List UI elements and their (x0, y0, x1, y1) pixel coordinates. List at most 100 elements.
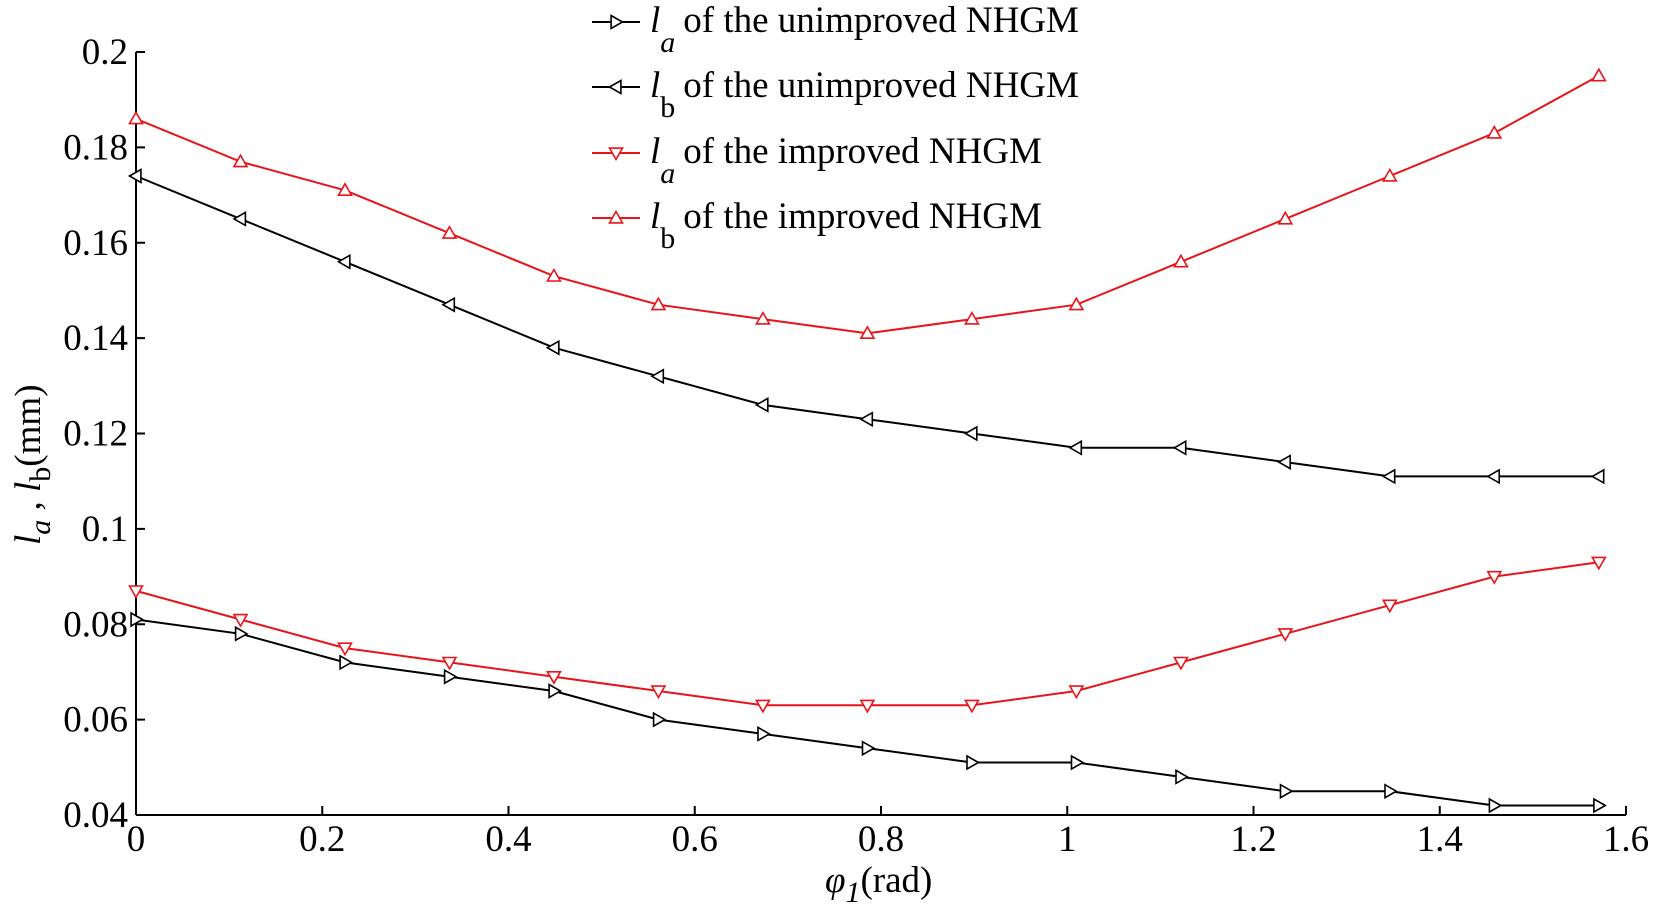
data-point (337, 182, 353, 196)
data-point (1173, 656, 1189, 671)
data-point (859, 699, 876, 714)
data-point (1488, 797, 1503, 814)
x-axis-subscript: 1 (845, 876, 860, 909)
data-point (232, 153, 249, 168)
data-point (1175, 769, 1190, 785)
data-point (1486, 124, 1503, 139)
data-point (441, 656, 458, 671)
series-2 (127, 168, 1605, 485)
y-tick-label: 0.1 (82, 509, 128, 550)
legend-marker (608, 209, 624, 224)
data-point (130, 611, 145, 628)
data-point (964, 699, 980, 714)
data-point (1381, 599, 1398, 614)
y-tick-label: 0.18 (63, 127, 128, 168)
data-point (441, 225, 458, 239)
axes: 0 0.2 0.4 0.6 0.8 1 1.2 1.4 1.6 0.040.060.080.10… (63, 32, 1649, 860)
data-point (336, 253, 351, 270)
x-tick-label: 1.6 (1603, 819, 1649, 860)
data-point (1590, 67, 1607, 82)
data-point (859, 411, 874, 428)
data-point (232, 613, 249, 628)
series-4 (128, 67, 1607, 340)
y-axis-la-symbol: l (8, 535, 49, 545)
data-point (127, 168, 142, 184)
y-axis-separator: , (8, 492, 49, 520)
data-point (1590, 556, 1607, 571)
data-point (232, 211, 247, 227)
legend-marker (608, 147, 624, 162)
data-point (1172, 439, 1187, 456)
data-point (1277, 210, 1294, 225)
y-tick-label: 0.04 (63, 795, 128, 836)
x-tick-label: 0.8 (858, 819, 904, 860)
data-point (1070, 754, 1085, 771)
series-1 (130, 611, 1607, 814)
data-point (755, 699, 771, 714)
y-axis-la-sub: a (24, 520, 57, 535)
y-tick-label: 0.06 (63, 700, 128, 741)
data-point (757, 726, 772, 742)
data-point (1068, 685, 1085, 700)
data-point (1068, 439, 1083, 456)
x-tick-label: 1 (1058, 819, 1077, 860)
y-tick-label: 0.08 (63, 604, 128, 645)
data-point (754, 397, 769, 413)
data-point (1486, 570, 1503, 585)
legend: laof the unimproved NHGM lbof the unimpro… (592, 0, 1079, 255)
data-point (1486, 468, 1500, 485)
data-point (964, 310, 980, 325)
data-point (859, 325, 876, 340)
data-point (1381, 468, 1396, 485)
legend-item: laof the improved NHGM (592, 131, 1042, 190)
data-point (337, 642, 353, 657)
y-axis-lb-symbol: l (8, 482, 49, 492)
x-tick-label: 0.2 (299, 819, 345, 860)
legend-item: lbof the unimproved NHGM (592, 65, 1079, 124)
data-point (966, 754, 981, 771)
data-point (545, 339, 560, 356)
y-axis-unit: (mm) (8, 384, 49, 466)
data-point (650, 296, 667, 311)
x-tick-label: 0 (127, 819, 146, 860)
x-tick-label: 0.4 (485, 819, 531, 860)
data-point (650, 368, 665, 385)
data-point (1277, 628, 1294, 642)
y-axis-lb-sub: b (24, 467, 57, 482)
data-point (1381, 167, 1398, 182)
legend-label: laof the improved NHGM (650, 131, 1042, 190)
data-point (546, 267, 562, 282)
data-point (1590, 468, 1605, 485)
data-point (339, 654, 354, 671)
y-tick-label: 0.12 (63, 414, 128, 455)
x-tick-label: 0.6 (672, 819, 718, 860)
data-point (755, 310, 771, 325)
data-point (128, 110, 144, 125)
legend-item: laof the unimproved NHGM (592, 0, 1079, 59)
legend-marker (610, 14, 625, 30)
x-tick-label: 1.2 (1230, 819, 1276, 860)
data-point (650, 685, 667, 700)
data-point (234, 625, 249, 642)
y-tick-label: 0.14 (63, 318, 128, 359)
data-point (1279, 783, 1294, 800)
legend-label: laof the unimproved NHGM (650, 0, 1079, 59)
data-point (652, 711, 667, 728)
x-axis-symbol: φ (825, 860, 845, 901)
y-axis-title: la , lb(mm) (8, 384, 57, 545)
data-point (441, 296, 456, 313)
data-point (1068, 296, 1085, 311)
legend-marker (607, 79, 622, 95)
x-ticks: 0 0.2 0.4 0.6 0.8 1 1.2 1.4 1.6 (127, 806, 1649, 860)
x-axis-unit: (rad) (860, 860, 932, 901)
y-tick-label: 0.2 (82, 32, 128, 73)
y-ticks: 0.04 0.06 0.08 0.1 0.12 0.14 0.16 0.18 0.2 (63, 32, 145, 836)
data-point (546, 670, 562, 685)
series-layer (127, 67, 1607, 814)
data-point (1173, 253, 1189, 268)
data-point (861, 740, 876, 757)
series-3 (128, 556, 1607, 714)
data-point (128, 585, 144, 600)
legend-item: lbof the improved NHGM (592, 196, 1042, 255)
